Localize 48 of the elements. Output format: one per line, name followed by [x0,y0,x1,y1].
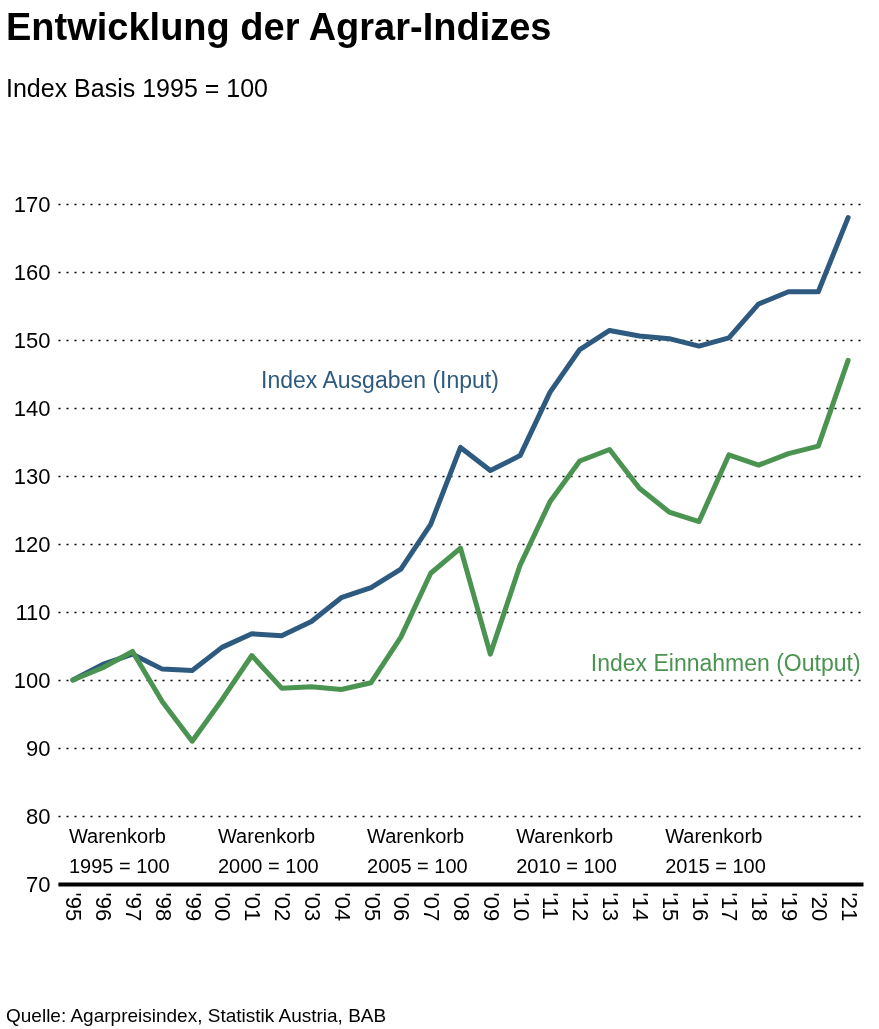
y-tick-label: 130 [13,463,51,489]
y-tick-label: 110 [15,599,51,625]
x-tick-label: '19 [776,892,802,922]
x-tick-label: '95 [61,892,87,922]
x-tick-label: '14 [627,892,653,922]
x-tick-label: '18 [747,892,773,922]
annotation: Warenkorb 2000 = 100 [217,825,319,877]
y-tick-label: 160 [13,259,51,285]
x-tick-label: '04 [329,892,355,922]
x-tick-label: '97 [121,892,147,922]
y-tick-label: 100 [13,667,51,693]
x-tick-label: '02 [270,892,296,922]
text: Index Einnahmen (Output) [590,650,861,677]
x-tick-label: '98 [150,892,176,922]
x-tick-label: '06 [389,892,415,922]
x-tick-label: '11 [538,892,564,920]
annotation: Warenkorb 2015 = 100 [665,825,766,877]
chart-subtitle: Index Basis 1995 = 100 [6,74,268,102]
annotation: Warenkorb 1995 = 100 [68,825,170,877]
y-tick-label: 120 [13,531,51,557]
chart-title: Entwicklung der Agrar-Indizes [6,6,552,48]
series-label: Index Ausgaben (Input) [261,366,499,393]
annotation: Warenkorb 2010 = 100 [516,825,617,877]
annotation: Warenkorb 2005 = 100 [367,825,468,877]
x-tick-label: '00 [210,892,236,922]
x-tick-label: '17 [717,892,743,922]
x-tick-label: '99 [180,892,206,922]
x-tick-label: '12 [568,892,594,922]
y-tick-label: 70 [26,871,51,897]
x-tick-label: '20 [806,892,832,922]
x-tick-label: '10 [508,892,534,922]
x-tick-label: '16 [687,892,713,922]
x-tick-label: '01 [240,892,266,922]
x-tick-label: '05 [359,892,385,922]
x-tick-label: '21 [836,892,862,922]
y-tick-label: 90 [26,735,51,761]
y-tick-label: 170 [13,191,51,217]
x-tick-label: '96 [91,892,117,922]
source-note: Quelle: Agarpreisindex, Statistik Austria, BAB [6,1005,387,1026]
x-tick-label: '07 [419,892,445,922]
y-tick-label: 150 [13,327,51,353]
x-tick-label: '13 [598,892,624,922]
x-tick-label: '03 [299,892,325,922]
y-tick-label: 80 [26,803,51,829]
x-tick-label: '15 [657,892,683,922]
y-tick-label: 140 [13,395,51,421]
x-tick-label: '08 [449,892,474,922]
x-tick-label: '09 [478,892,504,922]
